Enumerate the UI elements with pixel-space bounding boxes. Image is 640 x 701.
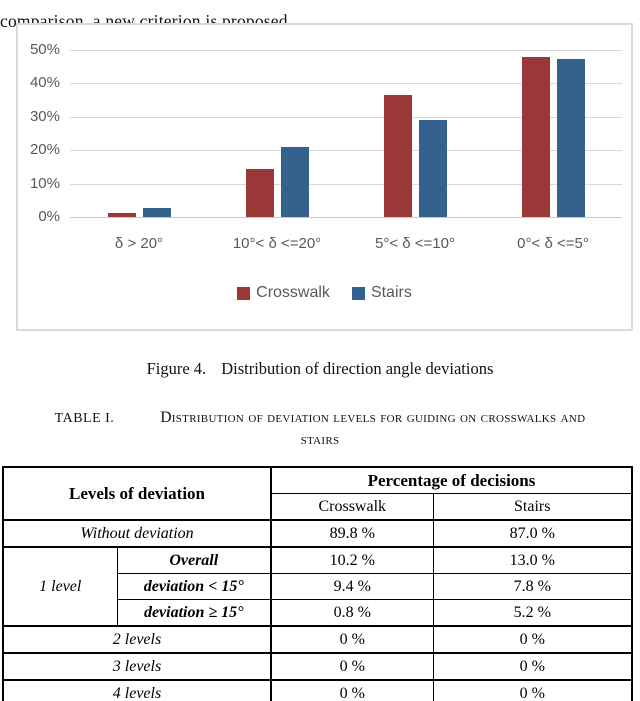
- x-category-label: 10°< δ <=20°: [232, 235, 322, 252]
- bar-crosswalk: [521, 57, 550, 217]
- table-row: Without deviation 89.8 % 87.0 %: [2, 519, 633, 548]
- y-tick-label: 20%: [29, 141, 60, 159]
- bar-stairs: [556, 58, 585, 217]
- header-levels-of-deviation: Levels of deviation: [2, 466, 272, 521]
- bar-group: [208, 50, 346, 217]
- header-crosswalk: Crosswalk: [270, 493, 434, 521]
- gridline: [70, 83, 622, 85]
- crosswalk-legend-swatch: [237, 286, 251, 300]
- row-label-deviation-lt-15: deviation < 15°: [116, 573, 272, 600]
- gridline: [70, 116, 622, 118]
- figure-caption-text: Distribution of direction angle deviatio…: [221, 359, 494, 378]
- row-label-deviation-ge-15: deviation ≥ 15°: [116, 599, 272, 627]
- figure-caption: Figure 4. Distribution of direction angle…: [0, 359, 640, 379]
- value-without-stairs: 87.0 %: [432, 519, 633, 548]
- bar-crosswalk: [245, 168, 274, 217]
- header-percentage-of-decisions: Percentage of decisions: [270, 466, 633, 494]
- value-without-crosswalk: 89.8 %: [270, 519, 434, 548]
- value-4levels-crosswalk: 0 %: [270, 679, 434, 701]
- table-row: deviation < 15° 9.4 % 7.8 %: [3, 573, 633, 600]
- y-tick-label: 50%: [29, 41, 60, 58]
- table-row: deviation ≥ 15° 0.8 % 5.2 %: [3, 599, 633, 627]
- table-caption: TABLE I. Distribution of deviation levels…: [45, 407, 595, 451]
- value-3levels-stairs: 0 %: [432, 652, 633, 681]
- gridline: [70, 183, 622, 185]
- y-tick-label: 30%: [29, 107, 60, 125]
- table-caption-text: Distribution of deviation levels for gui…: [160, 409, 586, 448]
- x-category-label: δ > 20°: [114, 235, 164, 252]
- value-overall-stairs: 13.0 %: [432, 546, 633, 574]
- x-category-label: 0°< δ <=5°: [517, 235, 589, 252]
- legend-label: Stairs: [370, 284, 412, 301]
- bar-crosswalk: [383, 95, 412, 217]
- row-label-4-levels: 4 levels: [2, 679, 272, 701]
- bar-crosswalk: [107, 213, 136, 217]
- bar-stairs: [142, 207, 171, 217]
- gridline: [70, 50, 622, 51]
- bar-group: [484, 50, 622, 217]
- value-ge15-stairs: 5.2 %: [432, 599, 633, 627]
- row-label-without-deviation: Without deviation: [2, 519, 272, 548]
- bar-stairs: [418, 120, 447, 217]
- legend-item-crosswalk: Crosswalk: [237, 284, 330, 302]
- y-tick-label: 0%: [38, 208, 60, 225]
- value-ge15-crosswalk: 0.8 %: [270, 599, 434, 627]
- y-tick-label: 10%: [29, 174, 60, 192]
- row-label-overall: Overall: [116, 546, 272, 574]
- header-stairs: Stairs: [432, 493, 633, 521]
- legend-item-stairs: Stairs: [351, 284, 412, 302]
- value-4levels-stairs: 0 %: [432, 679, 633, 701]
- gridline: [70, 217, 622, 218]
- bar-stairs: [280, 146, 309, 217]
- row-label-1-level: 1 level: [2, 546, 118, 627]
- y-tick-label: 40%: [29, 74, 60, 92]
- stairs-legend-swatch: [351, 286, 365, 300]
- row-label-2-levels: 2 levels: [2, 625, 272, 654]
- bar-group: [70, 50, 208, 217]
- value-lt15-stairs: 7.8 %: [432, 573, 633, 600]
- table-header-row: Levels of deviation Percentage of decisi…: [2, 466, 633, 521]
- figure-caption-label: Figure 4.: [146, 359, 207, 378]
- deviation-table: Levels of deviation Percentage of decisi…: [2, 466, 633, 701]
- table-row: 1 level Overall 10.2 % 13.0 %: [2, 546, 633, 627]
- figure-chart: 0% 10% 20% 30% 40% 50% δ > 20° 10°< δ <=20° 5°<…: [16, 23, 633, 331]
- value-3levels-crosswalk: 0 %: [270, 652, 434, 681]
- value-2levels-stairs: 0 %: [432, 625, 633, 654]
- gridline: [70, 150, 622, 152]
- x-axis-labels: δ > 20° 10°< δ <=20° 5°< δ <=10° 0°< δ <=5°: [70, 235, 622, 252]
- value-2levels-crosswalk: 0 %: [270, 625, 434, 654]
- row-label-3-levels: 3 levels: [2, 652, 272, 681]
- bar-group: [346, 50, 484, 217]
- chart-legend: Crosswalk Stairs: [18, 284, 631, 302]
- plot-area: [70, 50, 622, 218]
- table-subheader-row: Crosswalk Stairs: [3, 493, 633, 521]
- value-lt15-crosswalk: 9.4 %: [270, 573, 434, 600]
- x-category-label: 5°< δ <=10°: [375, 235, 455, 252]
- table-row: 4 levels 0 % 0 %: [2, 679, 633, 701]
- value-overall-crosswalk: 10.2 %: [270, 546, 434, 574]
- table-row: 3 levels 0 % 0 %: [2, 652, 633, 681]
- table-row: 2 levels 0 % 0 %: [2, 625, 633, 654]
- legend-label: Crosswalk: [256, 284, 330, 301]
- table-caption-label: TABLE I.: [54, 411, 115, 426]
